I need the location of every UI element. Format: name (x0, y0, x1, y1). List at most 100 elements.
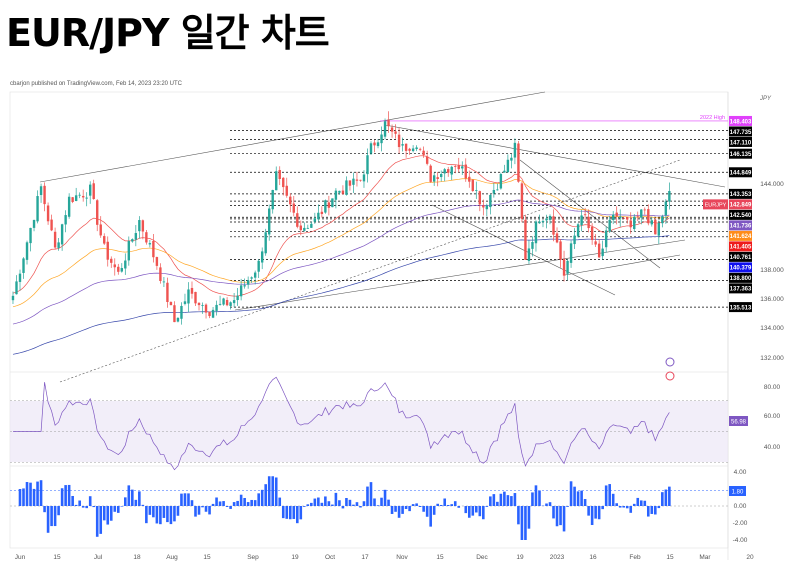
candle (92, 183, 95, 200)
candle (531, 242, 534, 249)
candle (155, 257, 159, 266)
candle (566, 260, 569, 274)
momentum-bar (362, 501, 366, 506)
price-label: 141.624 (730, 234, 752, 240)
momentum-bar (18, 489, 22, 506)
candle (597, 243, 601, 258)
candle (362, 174, 366, 182)
momentum-tick: -2.00 (733, 520, 748, 527)
x-tick: Sep (247, 554, 259, 561)
x-tick: Mar (699, 554, 711, 561)
price-label: 141.736 (730, 224, 752, 230)
momentum-last-value: 1.80 (732, 490, 744, 496)
momentum-bar (545, 503, 548, 506)
candle (211, 309, 215, 318)
momentum-bar (654, 506, 657, 515)
candle (296, 213, 299, 227)
momentum-bar (404, 506, 408, 509)
candle (236, 295, 239, 301)
price-label-box (729, 136, 752, 147)
momentum-bar (29, 482, 32, 506)
candle (190, 287, 194, 294)
price-label: 147.110 (730, 140, 752, 146)
momentum-bar (306, 504, 310, 506)
rsi-tick: 60.00 (764, 413, 781, 420)
x-tick: 15 (436, 554, 444, 561)
candle (15, 281, 18, 295)
candle (345, 180, 348, 195)
momentum-bar (622, 506, 626, 508)
momentum-bar (190, 500, 194, 506)
candle (454, 166, 457, 167)
candle (559, 241, 562, 260)
momentum-bar (580, 490, 583, 506)
momentum-bar (443, 498, 447, 506)
candle (46, 205, 50, 222)
momentum-bar (552, 506, 555, 519)
candle (457, 165, 460, 170)
candle (611, 214, 615, 221)
candle (36, 196, 39, 222)
momentum-bar (173, 506, 176, 522)
candle (85, 197, 88, 199)
momentum-bar (313, 498, 317, 506)
candle (197, 302, 201, 306)
price-label: 140.761 (730, 255, 752, 261)
momentum-bar (594, 506, 597, 519)
candle (418, 148, 422, 150)
candle (225, 300, 229, 306)
candle (320, 211, 324, 215)
momentum-bar (548, 502, 552, 506)
candle (401, 144, 404, 146)
momentum-bar (369, 482, 373, 506)
candle (166, 282, 169, 303)
price-tick: 144.000 (760, 181, 784, 188)
candle (243, 285, 246, 287)
price-label: 138.800 (730, 276, 752, 282)
candle (587, 216, 590, 229)
candle (341, 190, 345, 194)
momentum-bar (250, 499, 253, 506)
candle (50, 219, 53, 231)
momentum-bar (166, 506, 169, 523)
candle (569, 243, 573, 263)
momentum-bar (569, 481, 573, 506)
candle (496, 189, 499, 191)
candle (359, 179, 362, 181)
price-label-box (729, 167, 752, 178)
candle (113, 264, 116, 268)
candle (257, 260, 260, 272)
x-tick: 16 (589, 554, 597, 561)
candle (366, 155, 369, 175)
candle (664, 201, 668, 216)
x-tick: Feb (629, 554, 641, 561)
price-label: 142.540 (730, 213, 752, 219)
candle (74, 195, 78, 201)
event-marker-icon[interactable] (665, 371, 675, 381)
candle (580, 215, 583, 226)
momentum-bar (418, 506, 422, 507)
momentum-bar (197, 506, 201, 515)
momentum-bar (260, 489, 264, 506)
candle (440, 173, 443, 178)
momentum-bar (67, 484, 71, 506)
momentum-bar (524, 506, 527, 540)
candle (25, 242, 29, 260)
momentum-tick: 0.00 (734, 503, 747, 510)
candle (583, 214, 587, 216)
momentum-bar (274, 477, 278, 506)
price-label: 142.849 (730, 203, 752, 209)
candle (520, 183, 524, 219)
candle (331, 198, 334, 208)
candle (278, 169, 281, 179)
momentum-bar (387, 499, 390, 506)
event-marker-icon[interactable] (665, 357, 675, 367)
rsi-tick: 80.00 (764, 384, 781, 391)
price-label-box (729, 241, 752, 252)
candle (352, 178, 355, 185)
candle (201, 305, 204, 306)
momentum-bar (201, 506, 204, 508)
candle (461, 166, 464, 169)
candle (562, 259, 566, 276)
